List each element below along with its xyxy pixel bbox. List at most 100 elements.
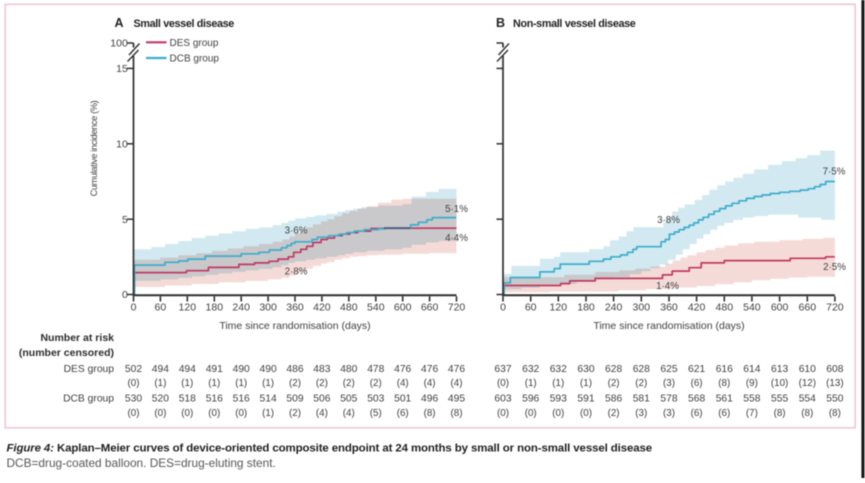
svg-text:628: 628 — [605, 364, 622, 375]
svg-text:561: 561 — [716, 394, 733, 405]
svg-text:(0): (0) — [497, 378, 509, 389]
svg-text:(1): (1) — [580, 378, 592, 389]
svg-text:(2): (2) — [289, 378, 301, 389]
svg-text:3·8%: 3·8% — [657, 215, 680, 226]
svg-text:(2): (2) — [370, 378, 382, 389]
svg-text:483: 483 — [313, 364, 330, 375]
svg-text:0: 0 — [122, 289, 128, 301]
svg-text:720: 720 — [826, 301, 844, 313]
svg-text:610: 610 — [799, 364, 816, 375]
svg-text:(0): (0) — [552, 408, 564, 419]
svg-text:Number at risk: Number at risk — [40, 332, 114, 344]
svg-text:(8): (8) — [801, 408, 813, 419]
svg-text:(3): (3) — [663, 378, 675, 389]
svg-text:0: 0 — [131, 301, 137, 313]
svg-text:(10): (10) — [771, 378, 788, 389]
svg-text:476: 476 — [448, 364, 465, 375]
svg-text:476: 476 — [394, 364, 411, 375]
svg-text:(0): (0) — [497, 408, 509, 419]
svg-text:Time since randomisation (days: Time since randomisation (days) — [219, 320, 370, 332]
svg-text:360: 360 — [286, 301, 304, 313]
svg-text:15: 15 — [116, 63, 128, 75]
svg-text:(12): (12) — [799, 378, 816, 389]
svg-text:DCB group: DCB group — [170, 54, 220, 65]
svg-text:632: 632 — [550, 364, 567, 375]
svg-text:180: 180 — [206, 301, 224, 313]
svg-text:A: A — [115, 16, 124, 30]
svg-text:(4): (4) — [424, 378, 436, 389]
svg-text:(8): (8) — [718, 378, 730, 389]
svg-text:(4): (4) — [397, 378, 409, 389]
svg-text:632: 632 — [522, 364, 539, 375]
svg-text:613: 613 — [771, 364, 788, 375]
svg-text:478: 478 — [367, 364, 384, 375]
svg-text:DES group: DES group — [170, 38, 219, 49]
svg-text:516: 516 — [206, 394, 223, 405]
svg-text:578: 578 — [660, 394, 677, 405]
svg-text:616: 616 — [716, 364, 733, 375]
svg-text:2·5%: 2·5% — [823, 262, 846, 273]
svg-text:491: 491 — [206, 364, 223, 375]
svg-text:60: 60 — [525, 301, 537, 313]
svg-text:550: 550 — [826, 394, 843, 405]
svg-text:608: 608 — [826, 364, 843, 375]
svg-text:(0): (0) — [235, 408, 247, 419]
svg-text:(6): (6) — [691, 408, 703, 419]
svg-text:60: 60 — [155, 301, 167, 313]
svg-text:5: 5 — [122, 214, 128, 226]
svg-text:(2): (2) — [343, 378, 355, 389]
svg-text:(2): (2) — [608, 408, 620, 419]
svg-text:503: 503 — [367, 394, 384, 405]
svg-text:(6): (6) — [397, 408, 409, 419]
svg-text:(number censored): (number censored) — [19, 347, 114, 359]
svg-text:540: 540 — [743, 301, 761, 313]
svg-text:554: 554 — [799, 394, 816, 405]
svg-text:495: 495 — [448, 394, 465, 405]
svg-text:520: 520 — [152, 394, 169, 405]
svg-text:(5): (5) — [370, 408, 382, 419]
svg-text:720: 720 — [448, 301, 466, 313]
svg-text:DCB group: DCB group — [63, 394, 114, 405]
svg-text:120: 120 — [550, 301, 568, 313]
svg-text:505: 505 — [340, 394, 357, 405]
svg-text:(6): (6) — [718, 408, 730, 419]
svg-text:480: 480 — [716, 301, 734, 313]
svg-text:240: 240 — [605, 301, 623, 313]
svg-text:514: 514 — [260, 394, 277, 405]
svg-text:490: 490 — [233, 364, 250, 375]
svg-text:300: 300 — [633, 301, 651, 313]
svg-text:(3): (3) — [663, 408, 675, 419]
svg-text:593: 593 — [550, 394, 567, 405]
svg-text:(2): (2) — [316, 378, 328, 389]
svg-text:10: 10 — [116, 139, 128, 151]
svg-text:(0): (0) — [128, 378, 140, 389]
svg-text:516: 516 — [233, 394, 250, 405]
svg-text:(1): (1) — [262, 408, 274, 419]
svg-text:(1): (1) — [154, 378, 166, 389]
svg-text:486: 486 — [286, 364, 303, 375]
svg-text:(1): (1) — [262, 378, 274, 389]
svg-text:B: B — [496, 16, 505, 30]
svg-text:(3): (3) — [635, 408, 647, 419]
svg-text:420: 420 — [313, 301, 331, 313]
svg-text:120: 120 — [179, 301, 197, 313]
svg-text:420: 420 — [688, 301, 706, 313]
svg-text:Small vessel disease: Small vessel disease — [134, 18, 235, 30]
svg-text:586: 586 — [605, 394, 622, 405]
svg-text:518: 518 — [179, 394, 196, 405]
svg-text:(1): (1) — [208, 378, 220, 389]
svg-text:(0): (0) — [128, 408, 140, 419]
svg-text:(1): (1) — [235, 378, 247, 389]
svg-text:637: 637 — [494, 364, 511, 375]
svg-text:300: 300 — [259, 301, 277, 313]
svg-text:490: 490 — [260, 364, 277, 375]
svg-text:3·6%: 3·6% — [285, 225, 308, 236]
svg-text:480: 480 — [340, 364, 357, 375]
svg-text:DCB=drug-coated balloon. DES=d: DCB=drug-coated balloon. DES=drug-elutin… — [7, 456, 276, 470]
svg-text:614: 614 — [743, 364, 760, 375]
svg-text:(1): (1) — [181, 378, 193, 389]
svg-text:(0): (0) — [181, 408, 193, 419]
svg-text:(4): (4) — [451, 378, 463, 389]
svg-text:Non-small vessel disease: Non-small vessel disease — [513, 18, 636, 30]
svg-text:4·4%: 4·4% — [445, 233, 468, 244]
